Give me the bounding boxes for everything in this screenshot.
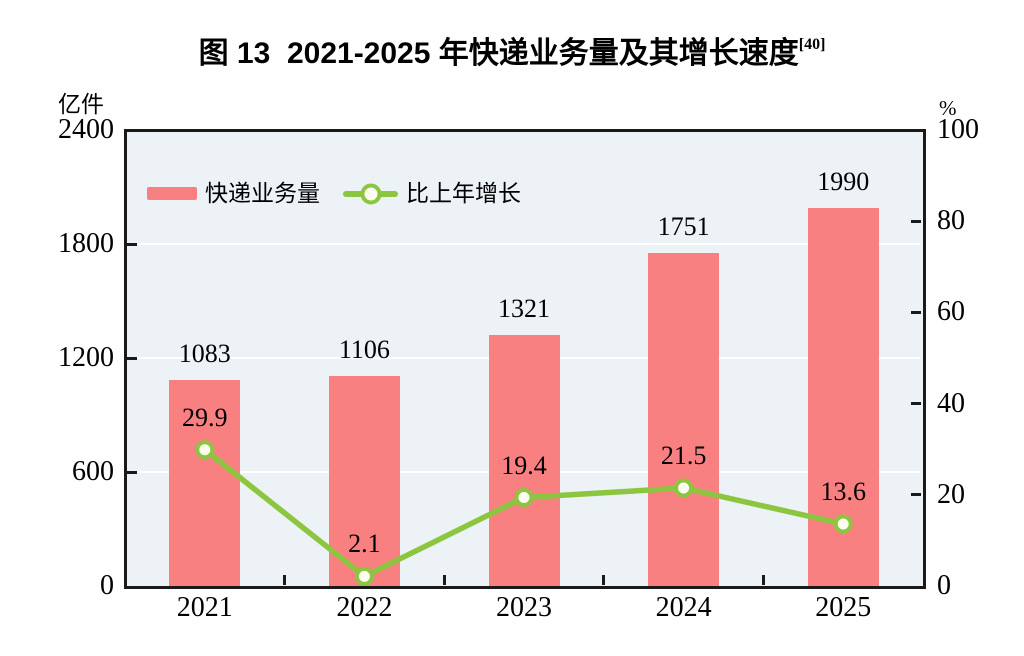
growth-value-label: 21.5 bbox=[660, 440, 707, 470]
x-axis-tick bbox=[761, 574, 765, 585]
right-axis-tick bbox=[911, 402, 921, 406]
x-axis-tick bbox=[283, 574, 287, 585]
left-axis-tick-label: 1200 bbox=[58, 342, 114, 373]
right-axis-tick bbox=[911, 310, 921, 314]
right-axis-tick-label: 0 bbox=[937, 570, 951, 601]
left-axis-tick-label: 2400 bbox=[58, 114, 114, 145]
plot-frame bbox=[123, 128, 926, 589]
bar bbox=[648, 253, 720, 586]
legend: 快递业务量 比上年增长 bbox=[147, 180, 521, 207]
left-axis-tick-label: 1800 bbox=[58, 228, 114, 259]
chart-title-footnote-ref: [40] bbox=[798, 36, 826, 53]
legend-line-label: 比上年增长 bbox=[406, 181, 521, 206]
right-axis-tick-label: 100 bbox=[937, 114, 979, 145]
gridline bbox=[128, 243, 920, 245]
x-axis-category-label: 2025 bbox=[815, 592, 872, 623]
growth-value-label: 29.9 bbox=[182, 402, 228, 432]
right-axis-tick-label: 60 bbox=[937, 296, 965, 328]
left-axis-tick bbox=[127, 356, 137, 360]
right-axis-tick bbox=[911, 219, 921, 223]
left-axis-tick-label: 0 bbox=[100, 570, 114, 601]
growth-marker-icon bbox=[833, 514, 853, 534]
legend-line-circle-icon bbox=[360, 183, 381, 204]
growth-marker-icon bbox=[514, 488, 534, 507]
right-axis-tick-label: 20 bbox=[937, 478, 965, 510]
growth-marker-icon bbox=[195, 440, 215, 460]
x-axis-category-label: 2021 bbox=[176, 592, 233, 623]
growth-value-label: 2.1 bbox=[348, 529, 381, 559]
right-axis-unit-label: % bbox=[939, 96, 957, 120]
legend-line-marker bbox=[343, 183, 398, 204]
chart-title-text: 图 13 2021-2025 年快递业务量及其增长速度 bbox=[198, 37, 799, 70]
legend-bar-swatch bbox=[147, 187, 197, 200]
growth-marker-icon bbox=[354, 566, 374, 586]
legend-bar-label: 快递业务量 bbox=[205, 181, 320, 206]
chart-title: 图 13 2021-2025 年快递业务量及其增长速度[40] bbox=[0, 27, 1024, 72]
growth-value-label: 19.4 bbox=[501, 450, 547, 480]
bar-value-label: 1321 bbox=[498, 294, 550, 323]
x-axis-category-label: 2023 bbox=[496, 592, 552, 623]
right-axis-tick bbox=[911, 493, 921, 497]
growth-marker-icon bbox=[674, 478, 694, 498]
bar-value-label: 1106 bbox=[338, 334, 390, 364]
left-axis-tick-label: 600 bbox=[72, 456, 114, 487]
left-axis-tick bbox=[127, 242, 137, 246]
bar bbox=[328, 375, 400, 586]
right-axis-tick-label: 80 bbox=[937, 205, 965, 237]
growth-value-label: 13.6 bbox=[820, 476, 866, 506]
bar-value-label: 1751 bbox=[657, 212, 710, 242]
bar-value-label: 1083 bbox=[178, 339, 231, 369]
x-axis-category-label: 2022 bbox=[336, 592, 393, 623]
bar bbox=[488, 335, 560, 586]
x-axis-category-label: 2024 bbox=[655, 592, 712, 623]
bar-value-label: 1990 bbox=[817, 166, 870, 196]
x-axis-tick bbox=[602, 574, 606, 585]
bar bbox=[169, 380, 241, 586]
right-axis-tick-label: 40 bbox=[937, 387, 965, 419]
left-axis-unit-label: 亿件 bbox=[58, 92, 104, 117]
x-axis-tick bbox=[442, 574, 446, 585]
left-axis-tick bbox=[127, 470, 137, 474]
